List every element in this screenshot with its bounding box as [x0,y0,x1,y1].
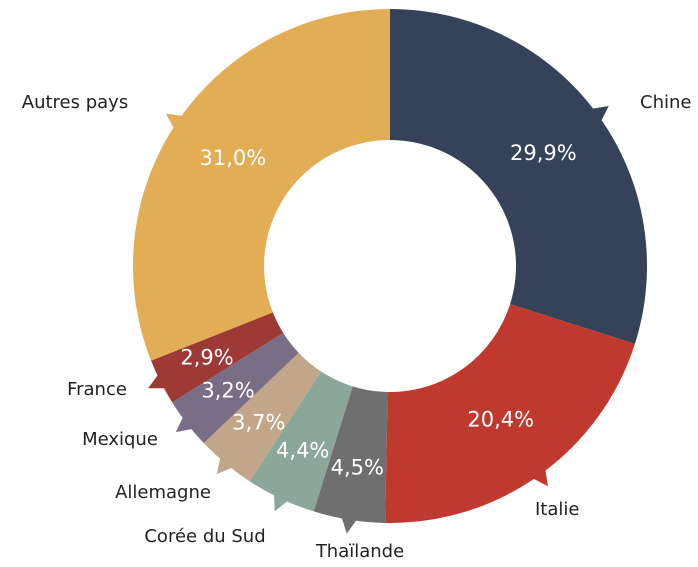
slice [390,9,648,344]
category-label: Autres pays [22,92,128,113]
category-label: Corée du Sud [144,526,265,547]
pointer [216,457,233,475]
value-label: 20,4% [467,407,534,431]
category-label: Chine [640,92,691,113]
value-label: 31,0% [199,146,266,170]
category-label: France [67,379,127,400]
slice [132,9,390,361]
value-label: 3,7% [232,411,285,435]
pointer [532,469,548,487]
slice [172,332,299,444]
category-label: Italie [535,499,579,520]
category-label: Thaïlande [315,541,404,562]
slice [151,312,284,403]
pointer [165,113,183,129]
value-label: 4,4% [276,438,329,462]
slice [203,352,322,482]
slice [385,304,635,523]
slice [313,386,388,523]
pointer [592,106,609,122]
slice [249,371,353,512]
pointer [148,374,166,389]
category-label: Allemagne [115,482,211,503]
value-label: 4,5% [331,455,384,479]
pointer [341,517,357,534]
value-label: 29,9% [510,141,577,165]
value-label: 3,2% [201,379,254,403]
pointer [274,494,288,512]
value-label: 2,9% [180,345,233,369]
category-label: Mexique [82,429,158,450]
pointer [175,416,193,433]
